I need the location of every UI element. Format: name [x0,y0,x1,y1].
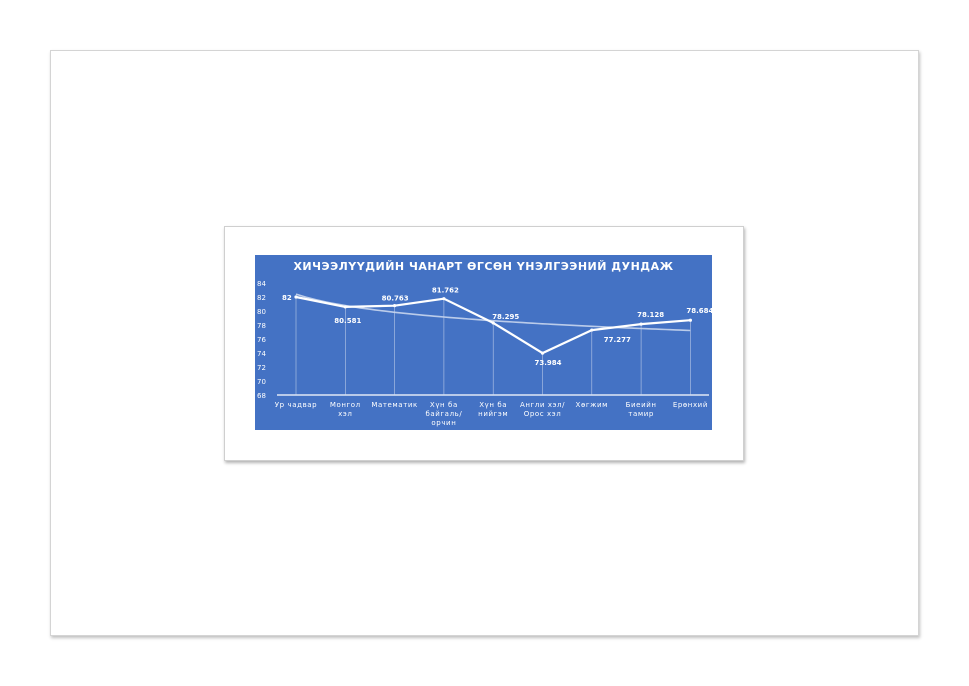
data-point [639,322,643,326]
y-tick-label: 78 [257,322,266,330]
data-label: 78.684 [686,307,712,315]
x-tick-label: Хөгжим [576,401,609,409]
y-tick-label: 80 [257,308,266,316]
data-point [393,304,397,308]
x-tick-label: нийгэм [478,410,508,418]
data-point [294,295,298,299]
chart-svg: 68 70 72 74 76 78 80 82 84 82 80.581 80.763 81.762 78… [257,280,712,427]
x-tick-label: Хүн ба [430,401,458,409]
x-tick-label: орчин [431,419,456,427]
data-label: 77.277 [604,336,631,344]
data-point [343,305,347,309]
x-tick-label: тамир [628,410,654,418]
x-tick-label: Биеийн [626,401,657,409]
data-label: 73.984 [535,359,562,367]
data-label: 80.763 [382,295,409,303]
y-tick-label: 84 [257,280,266,288]
y-tick-label: 76 [257,336,266,344]
data-point [491,321,495,325]
x-tick-label: Ерөнхий [673,401,708,409]
x-tick-label: Математик [371,401,418,409]
y-tick-label: 68 [257,392,266,400]
x-tick-label: Орос хэл [524,410,562,418]
data-point [540,351,545,355]
x-tick-label: Англи хэл/ [520,401,565,409]
x-tick-label: Хүн ба [479,401,507,409]
chart-title: ХИЧЭЭЛҮҮДИЙН ЧАНАРТ ӨГСӨН ҮНЭЛГЭЭНИЙ ДУН… [293,260,674,273]
data-point [688,318,692,322]
data-label: 82 [282,294,292,302]
y-tick-label: 72 [257,364,266,372]
x-tick-label: Монгол [330,401,361,409]
trendline [295,293,691,332]
data-point [590,328,594,332]
data-label: 78.295 [492,313,519,321]
data-label: 80.581 [334,317,361,325]
y-tick-label: 74 [257,350,266,358]
data-label: 81.762 [432,287,459,295]
y-tick-label: 70 [257,378,266,386]
x-tick-label: байгаль/ [425,410,462,418]
line-chart: ХИЧЭЭЛҮҮДИЙН ЧАНАРТ ӨГСӨН ҮНЭЛГЭЭНИЙ ДУН… [255,255,712,430]
data-label: 78.128 [637,311,664,319]
x-tick-label: хэл [338,410,352,418]
y-tick-label: 82 [257,294,266,302]
data-point [442,297,446,301]
x-tick-label: Ур чадвар [275,401,317,409]
